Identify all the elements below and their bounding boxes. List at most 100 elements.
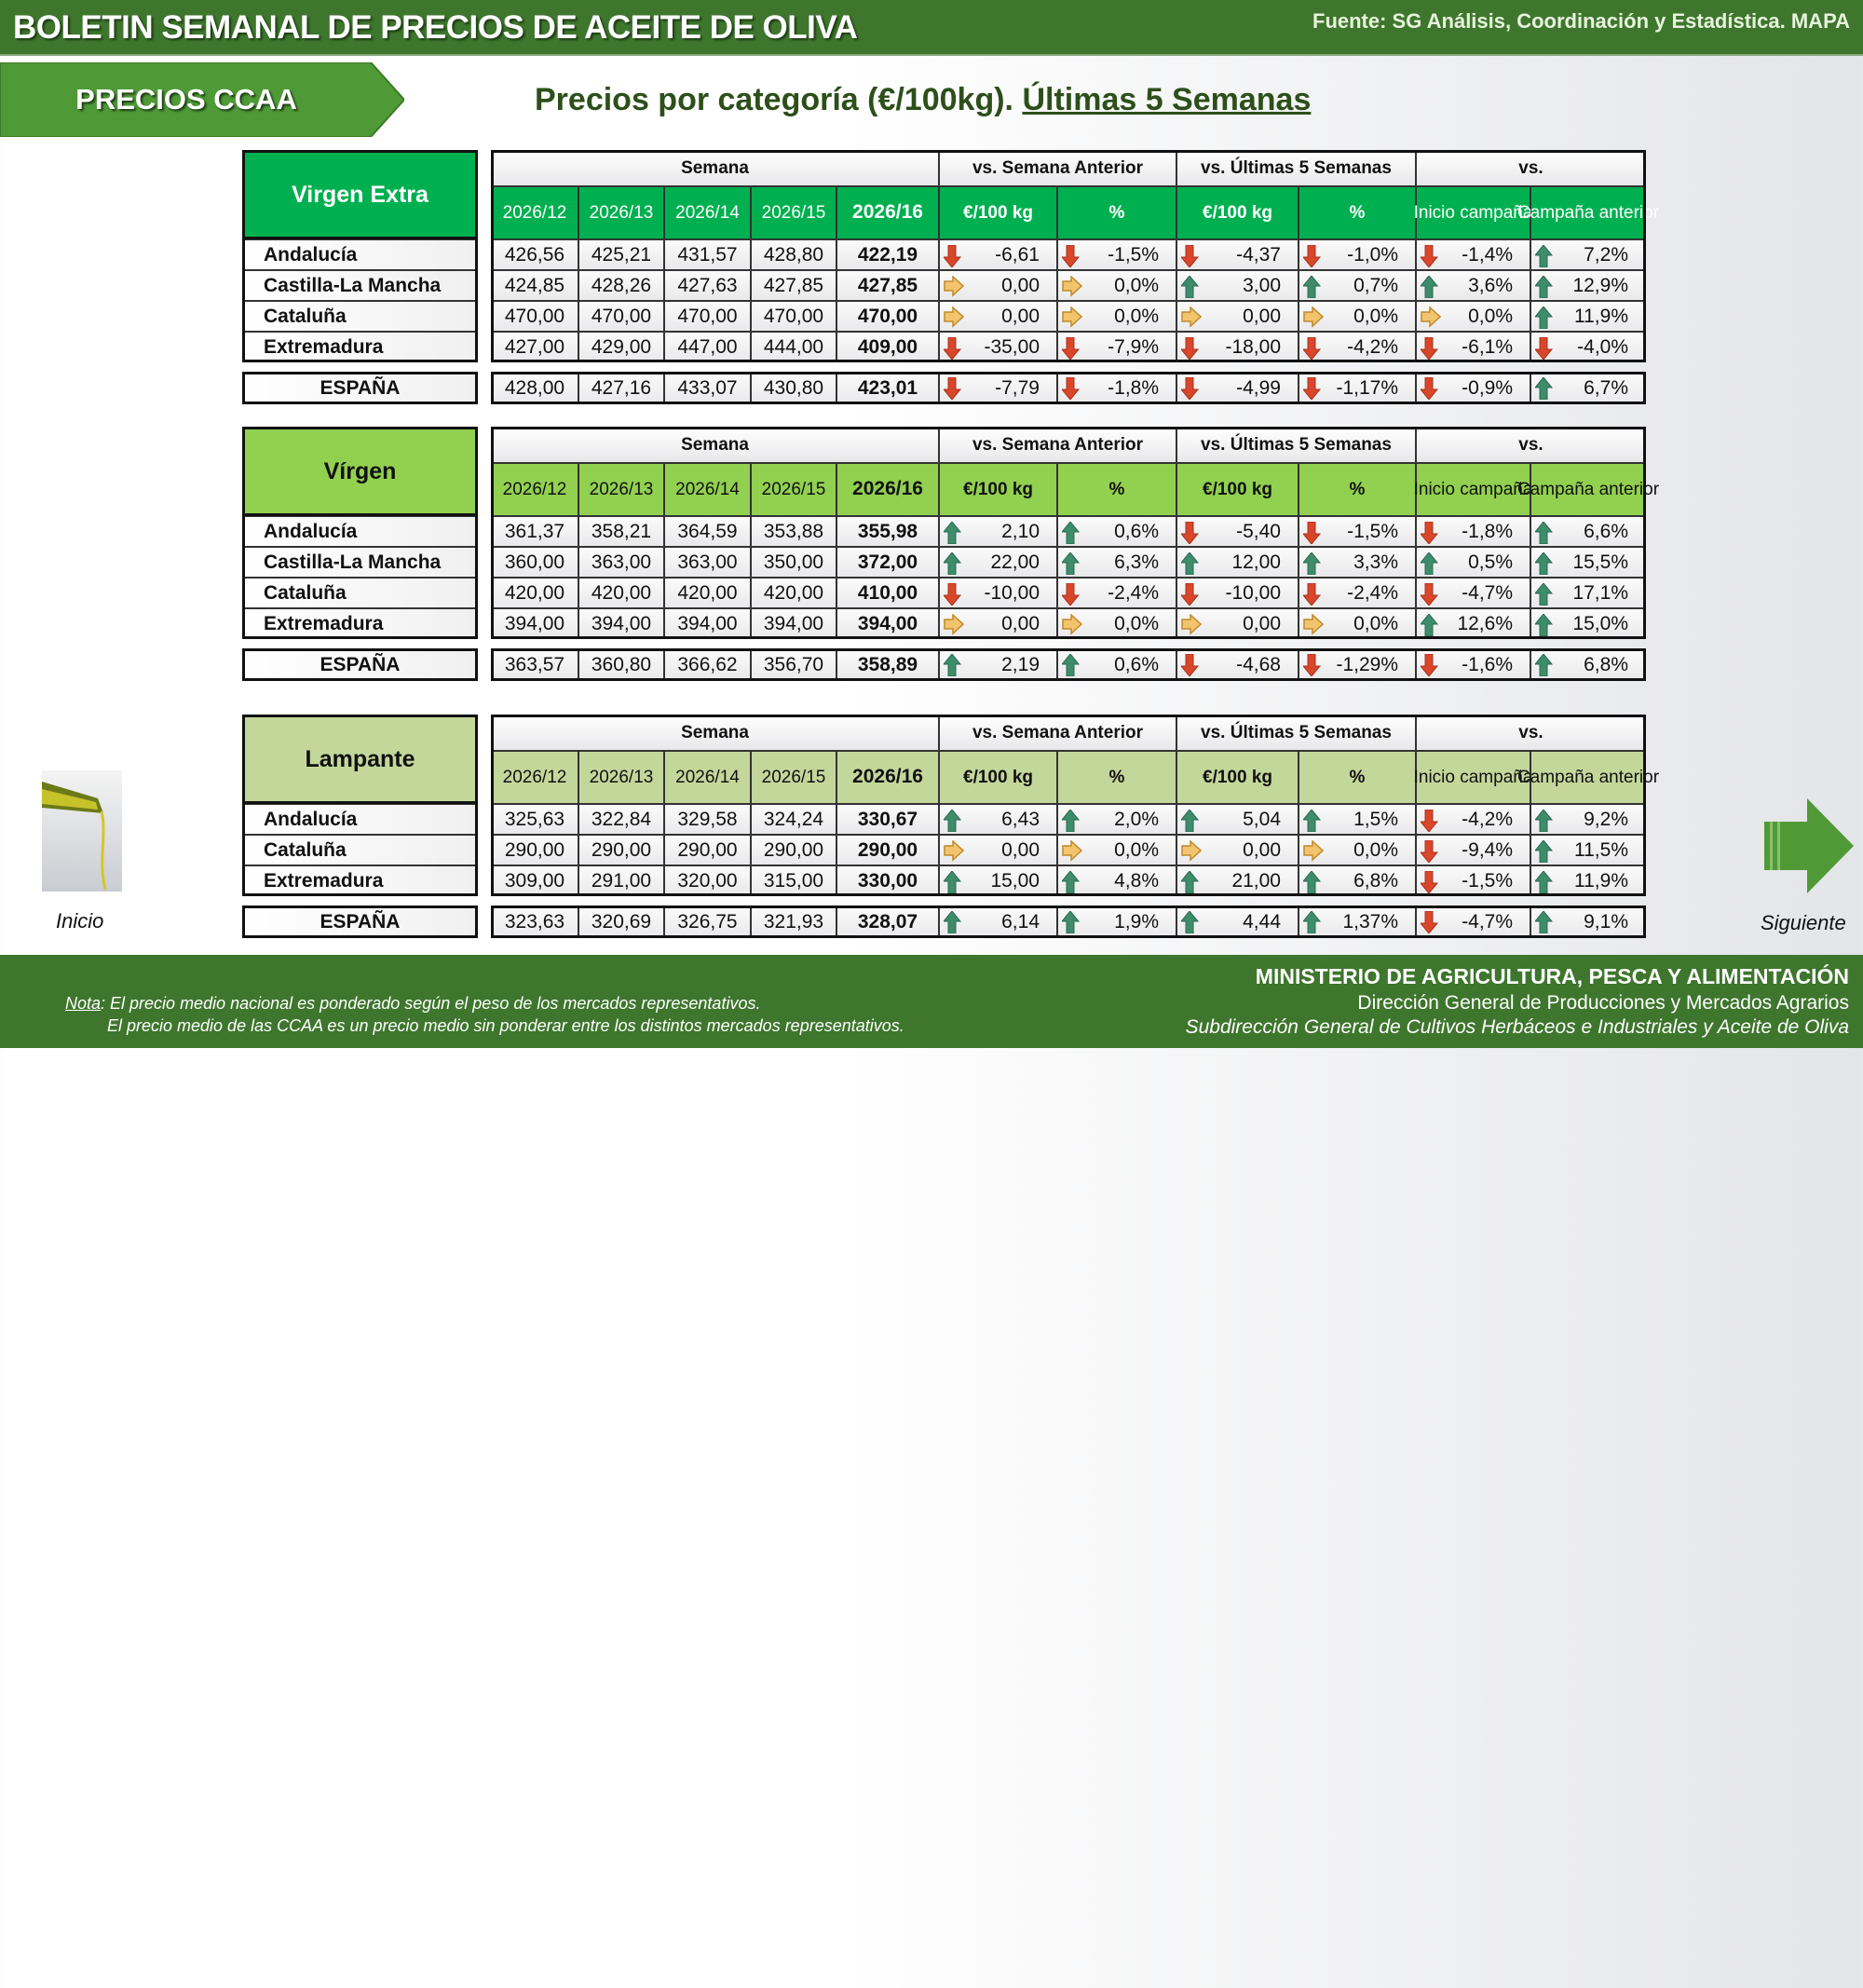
home-link[interactable]: Inicio <box>56 909 104 933</box>
header-semana: Semana <box>491 150 939 186</box>
column-header: 2026/13 <box>578 463 664 516</box>
change-cell: 9,1% <box>1530 905 1646 938</box>
arrow-flat-icon <box>1421 306 1442 334</box>
header-vs: vs. <box>1416 150 1646 186</box>
arrow-flat-icon <box>1303 613 1325 642</box>
arrow-down-icon <box>1301 376 1324 405</box>
page-number: 7 <box>15 1964 27 1987</box>
header-semana: Semana <box>491 427 939 463</box>
olive-oil-image[interactable] <box>42 770 122 892</box>
arrow-down-icon <box>1419 653 1441 682</box>
region-label: Castilla-La Mancha <box>242 270 478 301</box>
week-price-cell: 328,07 <box>836 905 939 938</box>
arrow-down-icon <box>1060 376 1082 405</box>
section-label: PRECIOS CCAA <box>75 83 297 116</box>
change-value: 0,0% <box>1353 612 1398 634</box>
week-price-cell: 309,00 <box>491 865 578 896</box>
change-value: -10,00 <box>984 581 1040 604</box>
arrow-down-icon <box>1179 336 1202 365</box>
week-price-cell: 290,00 <box>751 835 836 865</box>
week-price-cell: 358,89 <box>836 648 939 681</box>
column-header: Inicio campaña <box>1414 751 1532 804</box>
source-text: Fuente: SG Análisis, Coordinación y Esta… <box>1312 9 1850 33</box>
change-value: 0,0% <box>1114 612 1159 634</box>
arrow-flat-icon <box>1303 306 1325 334</box>
region-label: Extremadura <box>242 608 478 639</box>
next-link[interactable]: Siguiente <box>1761 911 1846 934</box>
change-cell: -4,37 <box>1176 239 1299 270</box>
change-cell: -4,68 <box>1176 648 1299 681</box>
week-price-cell: 324,24 <box>751 804 836 835</box>
week-price-cell: 426,56 <box>491 239 578 270</box>
week-price-cell: 290,00 <box>836 835 939 865</box>
change-value: 15,0% <box>1572 612 1628 634</box>
change-cell: 0,00 <box>1176 301 1299 332</box>
arrow-up-icon <box>1533 839 1556 868</box>
week-price-cell: 433,07 <box>664 372 751 404</box>
change-value: 0,0% <box>1353 305 1398 327</box>
header-vs-ultimas5: vs. Últimas 5 Semanas <box>1176 150 1416 186</box>
change-cell: -7,9% <box>1057 332 1176 362</box>
change-cell: 0,00 <box>939 835 1057 865</box>
arrow-up-icon <box>1533 910 1556 939</box>
change-cell: 0,0% <box>1299 301 1416 332</box>
column-header: % <box>1299 186 1416 239</box>
week-price-cell: 470,00 <box>751 301 836 332</box>
column-header: 2026/14 <box>664 463 751 516</box>
week-price-cell: 431,57 <box>664 239 751 270</box>
arrow-up-icon <box>942 910 964 939</box>
change-value: -4,2% <box>1347 335 1398 358</box>
change-cell: -2,4% <box>1299 578 1416 608</box>
change-cell: 12,6% <box>1416 608 1530 639</box>
column-header: % <box>1057 186 1176 239</box>
section-arrow-shape <box>0 62 404 137</box>
change-value: -1,0% <box>1347 243 1398 266</box>
change-value: 0,5% <box>1468 551 1513 573</box>
change-cell: 0,6% <box>1057 648 1176 681</box>
change-value: -4,99 <box>1236 376 1281 399</box>
change-value: -2,4% <box>1108 581 1159 604</box>
change-cell: -5,40 <box>1176 516 1299 547</box>
change-value: -7,79 <box>995 376 1040 399</box>
change-cell: -4,0% <box>1530 332 1646 362</box>
change-cell: 6,14 <box>939 905 1057 938</box>
region-label: Cataluña <box>242 301 478 332</box>
arrow-down-icon <box>1301 653 1324 682</box>
arrow-flat-icon <box>1062 839 1083 868</box>
week-price-cell: 356,70 <box>751 648 836 681</box>
change-value: 11,9% <box>1574 869 1628 892</box>
change-value: 3,6% <box>1468 274 1513 296</box>
change-value: 6,8% <box>1584 653 1628 675</box>
change-cell: 0,0% <box>1057 301 1176 332</box>
arrow-down-icon <box>1419 870 1441 899</box>
change-cell: 2,19 <box>939 648 1057 681</box>
change-value: 0,6% <box>1114 653 1159 675</box>
change-cell: 0,7% <box>1299 270 1416 301</box>
week-price-cell: 427,85 <box>751 270 836 301</box>
column-header: €/100 kg <box>939 751 1057 804</box>
arrow-down-icon <box>1179 376 1202 405</box>
week-price-cell: 428,26 <box>578 270 664 301</box>
arrow-flat-icon <box>944 839 965 868</box>
change-cell: 15,5% <box>1530 547 1646 578</box>
change-cell: 3,3% <box>1299 547 1416 578</box>
column-header: €/100 kg <box>1176 186 1299 239</box>
change-value: 4,8% <box>1114 869 1159 892</box>
column-header: 2026/14 <box>664 186 751 239</box>
column-header: 2026/15 <box>751 751 836 804</box>
change-cell: 6,43 <box>939 804 1057 835</box>
arrow-down-icon <box>1419 839 1441 868</box>
note-text-1: : El precio medio nacional es ponderado … <box>101 994 761 1013</box>
change-value: 0,00 <box>1001 838 1040 861</box>
subtitle-link[interactable]: Últimas 5 Semanas <box>1022 82 1312 117</box>
week-price-cell: 470,00 <box>664 301 751 332</box>
arrow-up-icon <box>1179 870 1202 899</box>
change-value: 22,00 <box>990 551 1040 573</box>
week-price-cell: 394,00 <box>836 608 939 639</box>
arrow-up-icon <box>1060 870 1082 899</box>
column-header: €/100 kg <box>939 186 1057 239</box>
next-arrow-icon[interactable] <box>1764 798 1854 893</box>
change-value: -1,8% <box>1108 376 1159 399</box>
arrow-down-icon <box>1179 582 1202 611</box>
arrow-down-icon <box>1060 244 1082 273</box>
